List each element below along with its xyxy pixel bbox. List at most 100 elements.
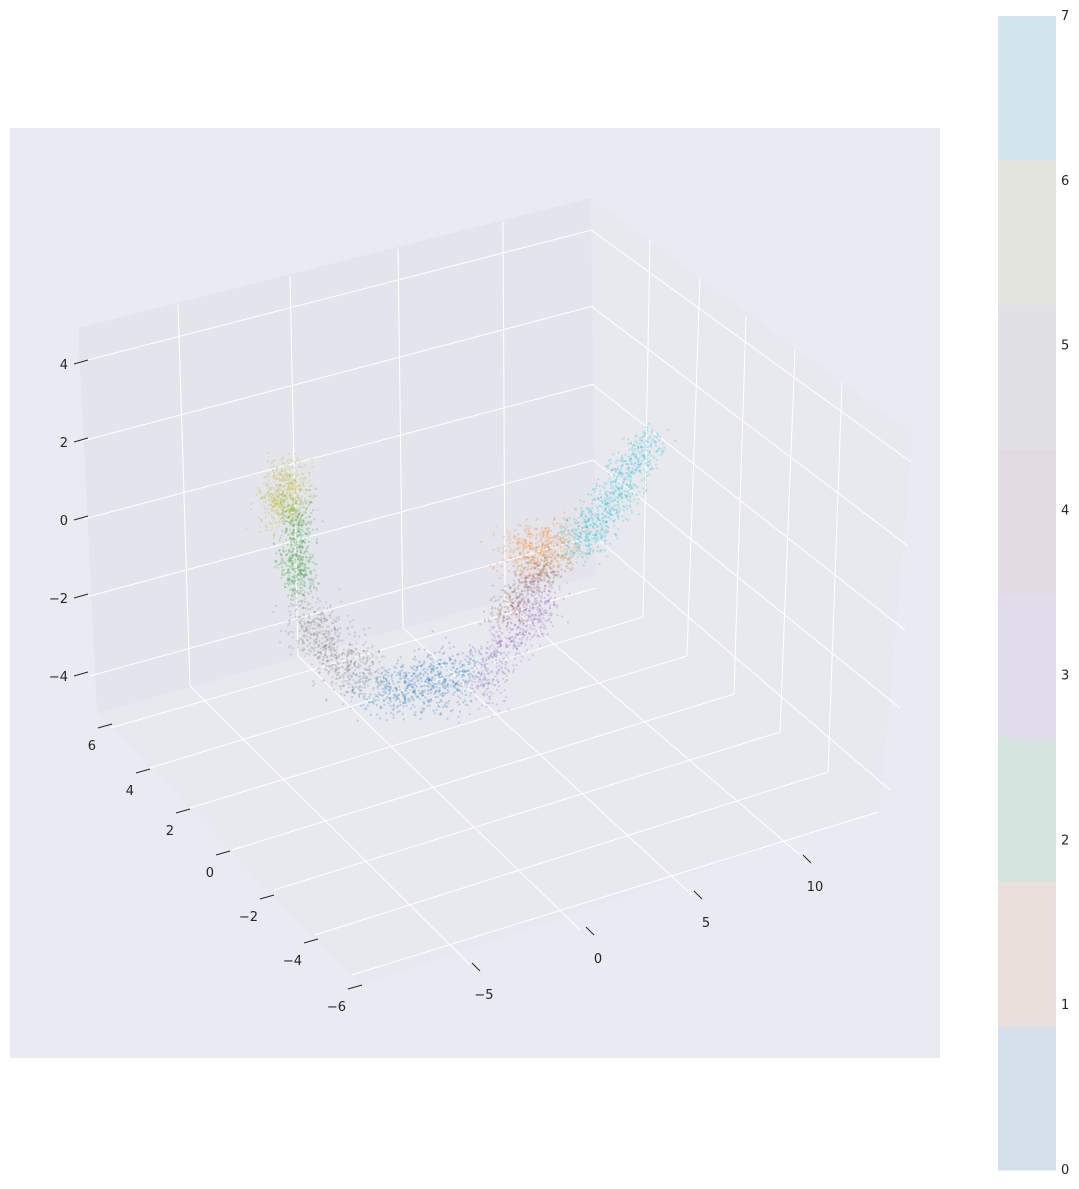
scatter-point [524,583,527,586]
scatter-point [512,643,516,646]
scatter-point [408,683,412,686]
scatter-point [330,612,333,615]
scatter-point [517,619,520,622]
scatter-point [346,664,350,667]
scatter-point [364,633,367,636]
scatter-point [282,573,286,577]
scatter-point [428,678,431,681]
scatter-point [535,527,538,531]
scatter-point [613,493,616,496]
scatter-point [280,458,283,461]
scatter-point [597,516,600,519]
scatter-point [511,628,514,631]
scatter-point [505,661,508,664]
scatter-point [629,475,633,479]
scatter-point [549,566,552,569]
scatter-point [429,698,432,702]
scatter-point [361,680,364,683]
scatter-point [619,471,622,474]
scatter-point [295,460,298,463]
scatter-point [578,538,581,541]
scatter-point [299,551,302,554]
scatter-point [587,545,591,548]
scatter-point [544,533,547,536]
scatter-point [375,677,379,680]
scatter-point [547,599,550,602]
scatter-point [634,444,637,447]
scatter-point [497,547,500,550]
scatter-point [298,524,301,527]
scatter-point [270,506,273,510]
scatter-point [540,591,544,594]
scatter-point [430,664,433,667]
scatter-point [594,487,598,490]
scatter-point [511,608,514,611]
scatter-point [587,518,590,521]
scatter-point [543,550,546,553]
scatter-point [371,661,374,664]
scatter-point [595,505,598,508]
scatter-point [491,679,494,683]
scatter-point [575,546,578,549]
scatter-point [385,687,388,690]
scatter-point [502,600,505,603]
scatter-point [608,477,611,480]
scatter-point [440,666,443,669]
scatter-point [301,533,304,536]
scatter-point [469,672,472,675]
scatter-point [627,463,630,466]
scatter-point [528,616,531,619]
scatter-point [317,643,320,646]
scatter-point [659,447,662,450]
scatter-point [282,475,285,478]
scatter-point [314,487,317,490]
scatter-point [564,543,567,547]
scatter-point [281,499,285,502]
scatter-point [532,576,535,579]
scatter-point [365,680,368,683]
scatter-point [560,527,563,530]
scatter-point [528,606,531,610]
scatter-point [496,612,499,615]
scatter-point [645,483,648,487]
scatter-point [403,679,407,683]
scatter-point [320,632,323,635]
scatter-point [535,586,538,589]
scatter-point [363,649,366,653]
scatter-point [581,551,584,554]
scatter-point [543,565,546,568]
scatter-point [300,619,303,622]
scatter-point [534,566,538,569]
scatter-point [327,625,330,628]
scatter-point [289,543,293,547]
scatter-point [277,502,280,506]
scatter-point [419,665,422,668]
scatter-point [305,522,308,526]
scatter-point [308,475,311,478]
scatter-point [642,455,645,458]
scatter-point [628,448,631,451]
scatter-point [331,667,334,671]
scatter-point [492,531,495,534]
scatter-point [510,628,513,631]
scatter-point [576,537,579,540]
scatter-point [391,708,394,711]
scatter-point [423,667,426,670]
scatter-point [300,495,303,498]
scatter-point [330,629,333,632]
scatter-point [404,689,408,692]
scatter-point [302,523,305,526]
scatter-point [293,587,296,590]
scatter-point [593,523,596,526]
scatter-point [275,485,278,488]
scatter-point [270,514,273,517]
scatter-point [292,524,295,528]
scatter-point [294,485,297,488]
scatter-point [541,554,544,557]
scatter-point [324,601,327,604]
scatter-point [299,514,303,517]
scatter-point [600,527,603,530]
scatter-point [464,681,467,684]
scatter-point [265,525,268,528]
scatter-point [382,690,385,693]
